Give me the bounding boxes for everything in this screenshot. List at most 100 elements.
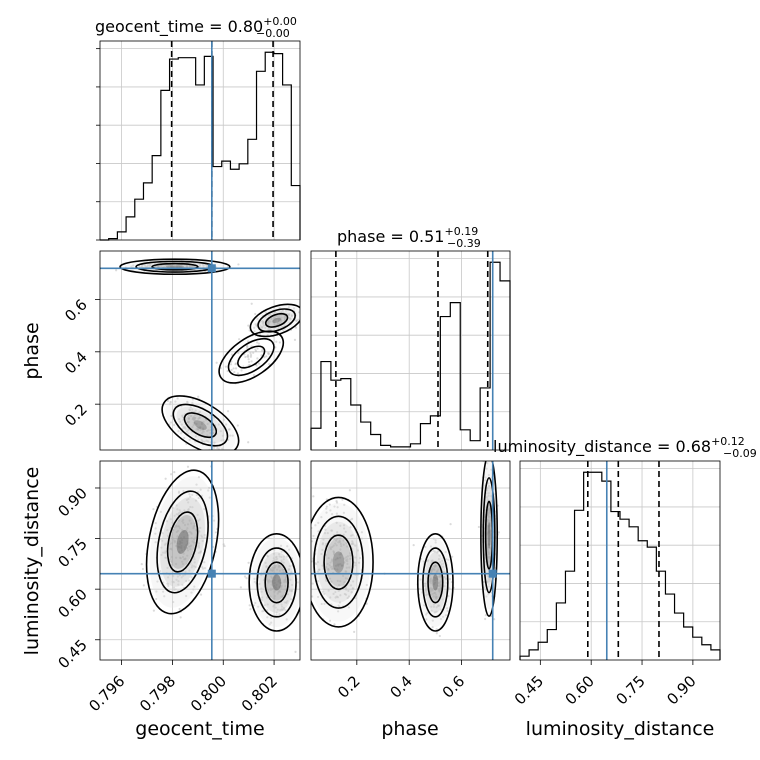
sample-point [259,324,262,327]
sample-point [115,269,118,272]
sample-point [308,497,310,499]
sample-point [172,537,175,540]
sample-point [194,435,198,438]
contour-line [237,345,266,369]
sample-point [278,612,281,616]
sample-point [254,348,257,351]
sample-point [275,340,278,343]
sample-point [230,353,233,356]
sample-point [172,575,175,578]
sample-point [424,585,427,588]
sample-point [186,531,189,534]
sample-point [171,506,175,510]
sample-point [238,338,241,341]
sample-point [207,486,211,489]
sample-point [256,317,259,320]
xlabel-luminosity-distance: luminosity_distance [526,718,715,740]
sample-point [252,351,255,354]
sample-point [140,563,143,566]
sample-point [239,586,242,589]
sample-point [337,563,341,566]
sample-point [278,555,281,558]
sample-point [212,446,216,450]
sample-point [177,583,180,586]
sample-point [162,590,165,593]
sample-point [276,592,279,595]
sample-point [354,544,357,547]
sample-point [167,576,170,579]
sample-point [444,614,447,617]
sample-point [180,265,183,268]
sample-point [230,368,233,372]
sample-point [329,596,332,599]
contour-line [166,511,199,573]
sample-point [425,593,428,596]
sample-point [249,351,252,355]
sample-point [181,583,184,586]
sample-point [186,265,189,268]
sample-point [438,585,441,588]
sample-point [330,567,334,570]
truth-marker [207,569,216,578]
sample-point [271,566,275,570]
sample-point [173,423,176,427]
sample-point [301,577,303,579]
sample-point [488,577,492,580]
sample-point [441,598,444,601]
sample-point [193,561,196,564]
sample-point [189,544,193,547]
sample-point [334,596,337,599]
sample-point [180,537,183,540]
sample-point [441,615,445,618]
sample-point [261,325,264,328]
sample-point [263,604,266,607]
sample-point [219,457,221,459]
sample-point [484,588,487,591]
sample-point [233,370,236,374]
sample-point [232,367,235,370]
sample-point [490,468,493,471]
sample-point [192,527,195,530]
sample-point [339,556,342,559]
sample-point [282,561,285,564]
sample-point [267,328,270,331]
sample-point [337,610,340,613]
sample-point [434,541,437,544]
density-cell [259,552,294,613]
sample-point [178,574,181,577]
contour-line [422,547,449,618]
sample-point [435,628,438,631]
sample-point [287,306,291,309]
sample-point [343,557,346,560]
sample-point [280,586,283,589]
sample-point [262,324,266,327]
sample-point [185,430,189,433]
contour-line [145,469,220,615]
sample-point [244,355,247,359]
sample-point [270,621,273,624]
sample-point [175,513,178,516]
sample-point [330,558,334,561]
sample-point [335,544,338,547]
sample-point [250,302,253,305]
sample-point [429,582,433,585]
sample-point [194,536,197,539]
sample-point [320,552,323,556]
sample-point [323,592,326,595]
sample-point [435,606,438,609]
sample-point [425,618,428,621]
sample-point [349,584,353,587]
sample-point [260,349,264,352]
sample-point [347,606,350,609]
sample-point [365,583,368,587]
sample-point [325,507,328,510]
sample-point [329,566,332,569]
sample-point [432,595,435,598]
sample-point [217,423,220,426]
sample-point [192,417,195,420]
sample-point [265,565,268,569]
sample-point [198,426,201,429]
sample-point [486,519,490,522]
sample-point [305,563,307,565]
sample-point [178,264,181,267]
